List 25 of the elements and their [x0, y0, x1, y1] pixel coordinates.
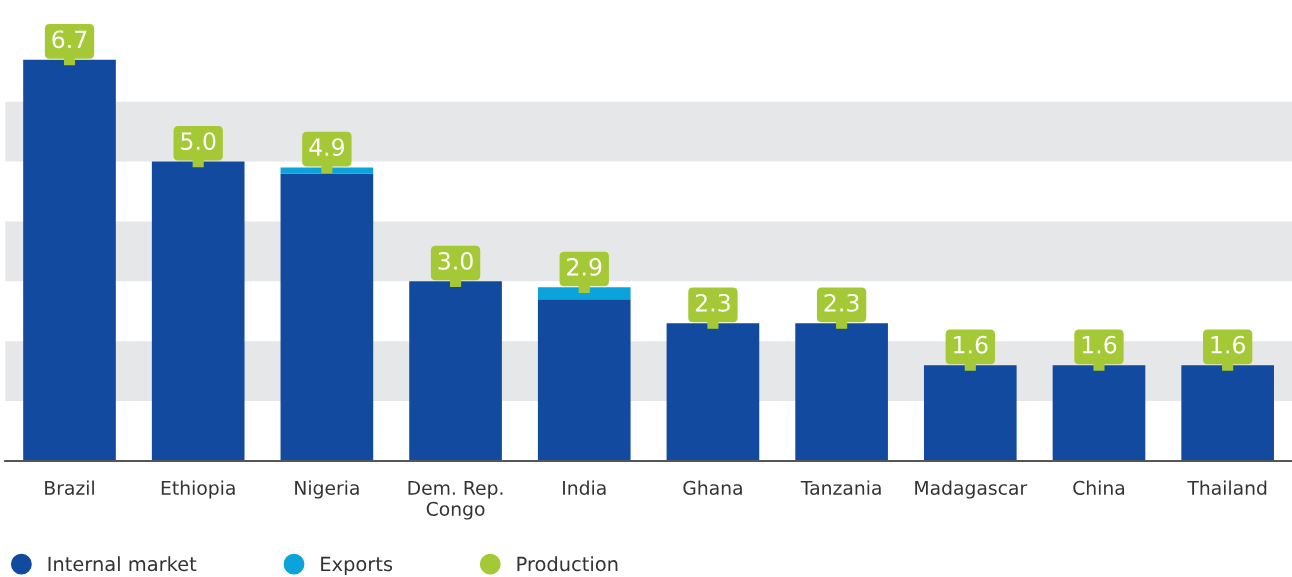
x-tick-label: Brazil: [45, 480, 94, 495]
data-label: 1.6: [1082, 335, 1117, 354]
data-label: 4.9: [309, 138, 344, 157]
x-tick-label: Nigeria: [295, 480, 359, 499]
x-tick-label: Dem. Rep. Congo: [408, 481, 503, 520]
data-label: 1.6: [954, 335, 988, 354]
data-label: 3.0: [438, 251, 473, 270]
bar: [537, 299, 631, 461]
legend-label: Production: [517, 556, 618, 572]
bar: [280, 173, 374, 461]
data-label: 6.7: [52, 30, 87, 49]
x-tick-label: Tanzania: [800, 480, 881, 495]
legend-label: Exports: [321, 556, 393, 576]
data-label: 2.3: [695, 293, 730, 312]
legend-label: Internal market: [48, 556, 197, 572]
data-label: 2.9: [567, 257, 602, 276]
data-label: 1.6: [1211, 335, 1245, 354]
data-label: 5.0: [181, 132, 216, 151]
x-tick-label: Thailand: [1187, 480, 1267, 495]
x-tick-label: Ghana: [683, 480, 742, 495]
data-label: 2.3: [824, 293, 859, 312]
x-tick-label: India: [563, 480, 606, 495]
x-tick-label: Madagascar: [915, 480, 1028, 499]
x-tick-label: Ethiopia: [161, 480, 235, 499]
x-tick-label: China: [1073, 480, 1125, 495]
